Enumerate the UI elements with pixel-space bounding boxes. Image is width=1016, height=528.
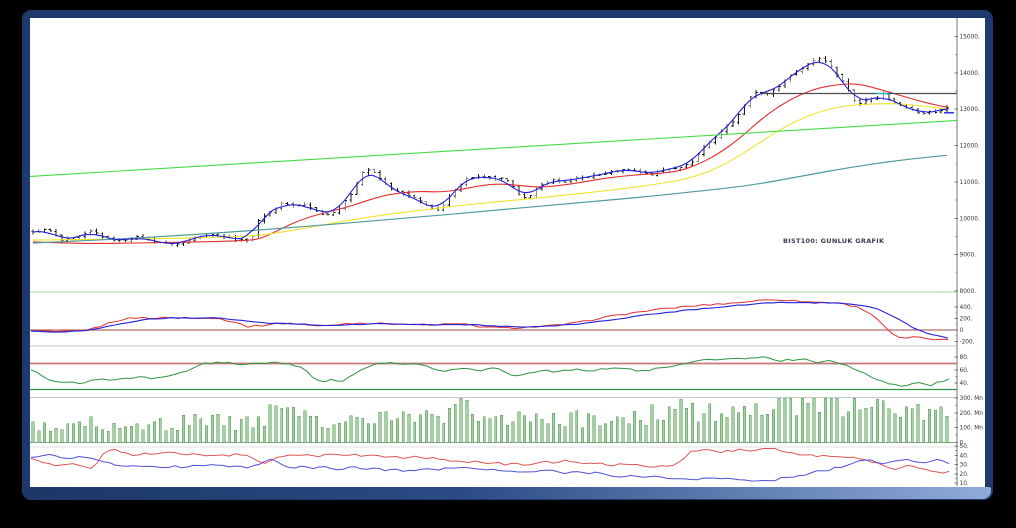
volume-pane [31,397,949,443]
indicator-lines [30,61,950,482]
macd-tick-label: -200. [960,340,975,346]
volume-tick-label: 200. Mn [960,411,984,417]
dmi-tick-label: 10. [960,481,969,487]
volume-tick-label: 100. Mn [960,426,984,432]
dmi-tick-label: 50. [960,444,969,450]
ma-fast-blue [32,61,950,244]
rsi-tick-label: 60. [960,368,969,374]
overlay-lines [30,92,958,177]
ma-mid-red [32,83,948,244]
macd-line [30,299,949,341]
window-bottom-border [24,487,991,499]
macd-tick-label: 0 [960,328,964,334]
price-tick-label: 12000. [960,144,980,150]
price-tick-label: 8000. [960,289,977,295]
price-tick-label: 13000. [960,107,980,113]
rsi-tick-label: 80. [960,355,969,361]
price-tick-label: 11000. [960,180,980,186]
chart-canvas[interactable]: 15000. 14000. 13000. 12000. 11000. 10000. 9000… [30,18,985,487]
volume-tick-label: 0 [960,441,964,447]
price-tick-label: 10000. [960,216,980,222]
macd-signal-line [30,301,949,339]
chart-svg[interactable]: 15000. 14000. 13000. 12000. 11000. 10000. 9000… [30,18,985,487]
price-tick-label: 14000. [960,71,980,77]
dmi-tick-label: 40. [960,453,969,459]
macd-tick-label: 200. [960,317,973,323]
chart-window: 15000. 14000. 13000. 12000. 11000. 10000. 9000… [22,10,993,500]
rsi-line [30,356,950,387]
dmi-tick-label: 20. [960,472,969,478]
macd-tick-label: 400. [960,305,973,311]
price-tick-label: 9000. [960,253,977,259]
di-plus-red [30,448,950,474]
candlesticks [31,56,949,247]
reference-lines [30,329,957,391]
dmi-tick-label: 30. [960,463,969,469]
price-tick-label: 15000. [960,34,980,40]
price-axis: 15000. 14000. 13000. 12000. 11000. 10000. 9000… [30,18,983,487]
chart-title: BIST100: GUNLUK GRAFIK [783,237,885,245]
rsi-tick-label: 40. [960,381,969,387]
volume-tick-label: 300. Mn [960,396,984,402]
di-minus-blue [30,453,950,482]
ma-slow-yellow [32,103,948,241]
trendline-green [30,119,958,177]
ma-long-teal [32,154,948,244]
